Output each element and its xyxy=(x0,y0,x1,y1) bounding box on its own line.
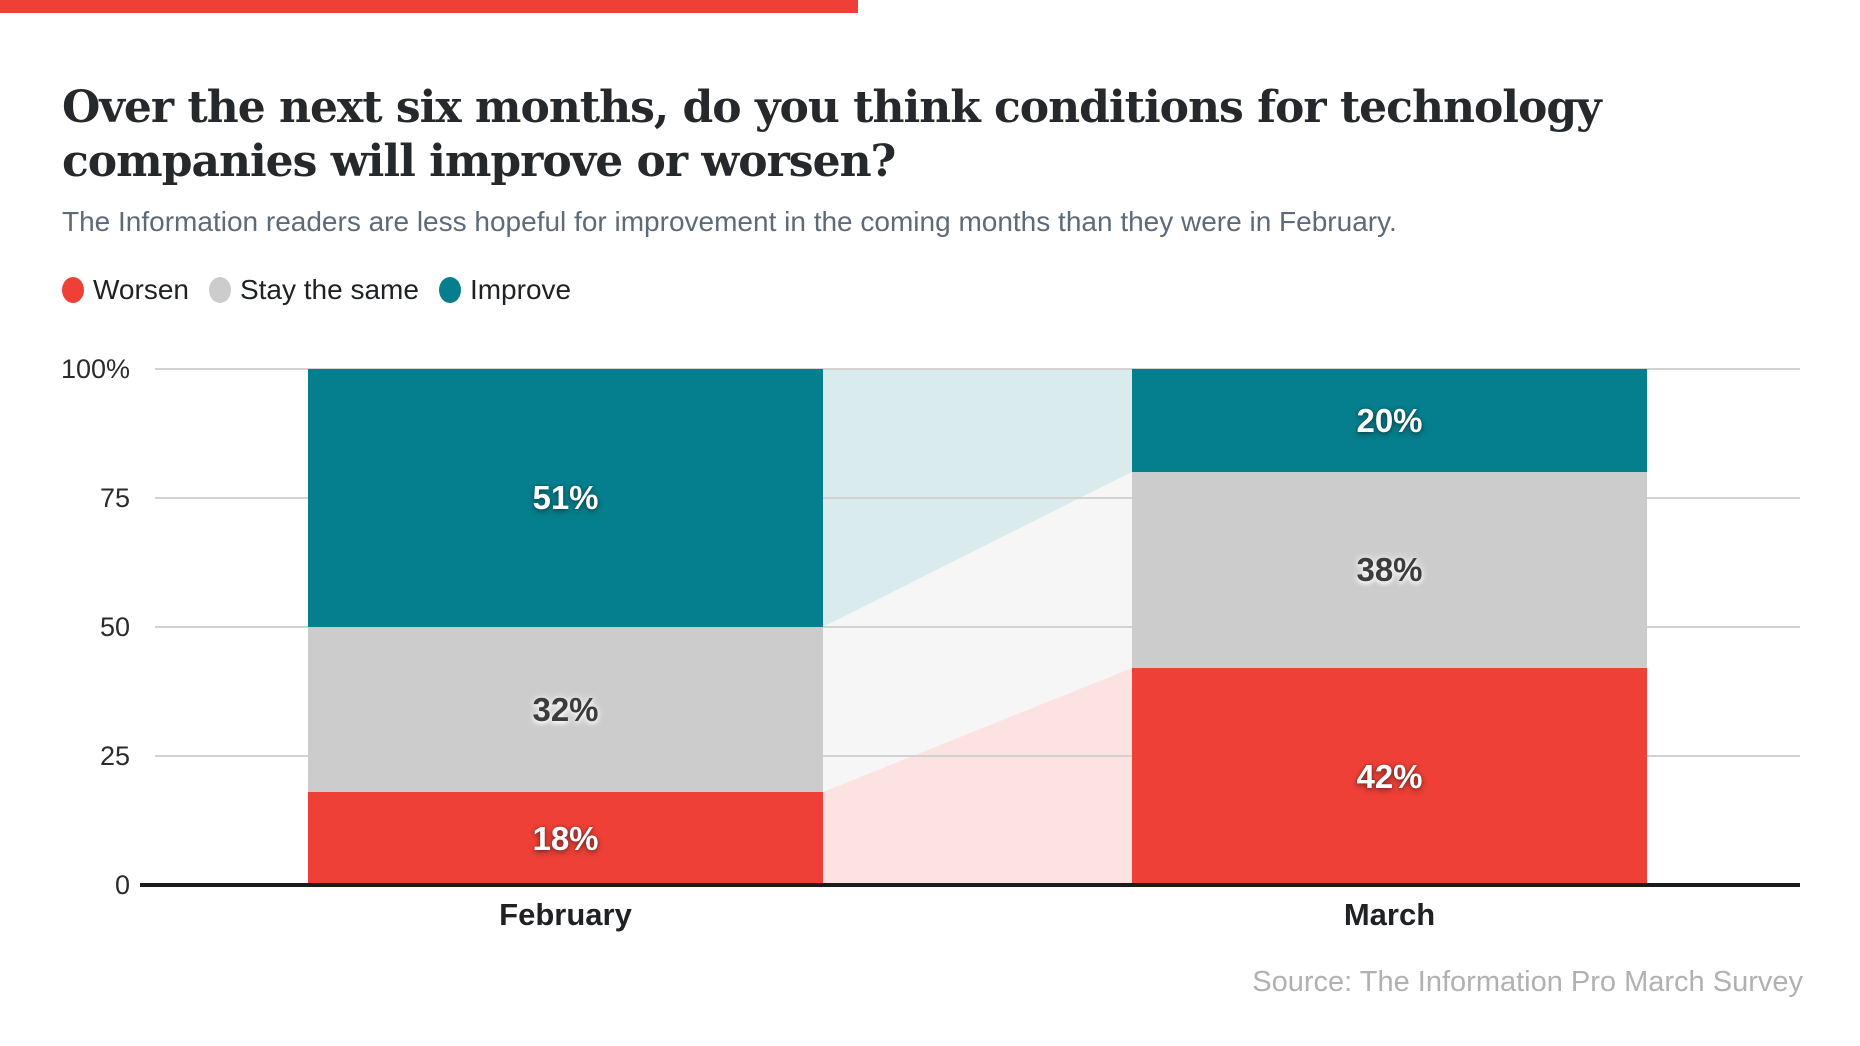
gridline-50 xyxy=(155,626,1800,628)
stay-the-same-connector-band xyxy=(823,472,1132,792)
chart-legend: Worsen Stay the same Improve xyxy=(62,274,591,306)
legend-label-worsen: Worsen xyxy=(93,274,189,305)
legend-label-improve: Improve xyxy=(469,274,572,305)
bar-march: 20% 38% 42% xyxy=(1132,369,1647,885)
bar-february-improve-value: 51% xyxy=(532,479,599,516)
bar-march-worsen-segment: 42% xyxy=(1132,668,1647,885)
bar-february-improve-segment: 51% xyxy=(308,369,823,627)
bar-march-stay-segment: 38% xyxy=(1132,472,1647,668)
y-tick-75: 75 xyxy=(99,483,130,513)
y-tick-25: 25 xyxy=(99,741,130,771)
page-title-line2: companies will improve or worsen? xyxy=(62,136,896,188)
chart-subtitle: The Information readers are less hopeful… xyxy=(62,206,1397,237)
bar-february-worsen-segment: 18% xyxy=(308,792,823,885)
page-title: Over the next six months, do you think c… xyxy=(62,81,1742,188)
y-tick-50: 50 xyxy=(99,612,130,642)
source-credit: Source: The Information Pro March Survey xyxy=(1252,966,1803,998)
bar-march-stay-value: 38% xyxy=(1356,551,1423,588)
brand-accent-bar xyxy=(0,0,858,13)
y-tick-100: 100% xyxy=(60,354,130,384)
bar-march-worsen-value: 42% xyxy=(1356,757,1423,795)
bar-february: 51% 32% 18% xyxy=(308,369,823,885)
gridline-100 xyxy=(155,368,1800,370)
gridline-75 xyxy=(155,497,1800,499)
worsen-connector-band xyxy=(823,668,1132,885)
legend-label-stay-the-same: Stay the same xyxy=(239,274,419,305)
legend-item-worsen: Worsen xyxy=(62,274,189,306)
worsen-dot-icon xyxy=(62,277,84,303)
gridline-25 xyxy=(155,755,1800,757)
bar-march-improve-segment: 20% xyxy=(1132,369,1647,472)
bar-february-stay-segment: 32% xyxy=(308,627,823,792)
stay-the-same-dot-icon xyxy=(208,277,231,303)
improve-dot-icon xyxy=(438,277,461,303)
legend-item-stay-the-same: Stay the same xyxy=(208,274,419,306)
x-label-february: February xyxy=(499,897,632,932)
bar-february-stay-value: 32% xyxy=(532,690,599,728)
bar-march-improve-value: 20% xyxy=(1356,401,1423,439)
x-label-march: March xyxy=(1343,897,1436,932)
legend-item-improve: Improve xyxy=(438,274,572,306)
page-title-line1: Over the next six months, do you think c… xyxy=(62,82,1602,134)
bar-february-worsen-value: 18% xyxy=(532,819,599,857)
y-tick-0: 0 xyxy=(114,870,130,900)
x-axis-baseline xyxy=(140,883,1800,887)
